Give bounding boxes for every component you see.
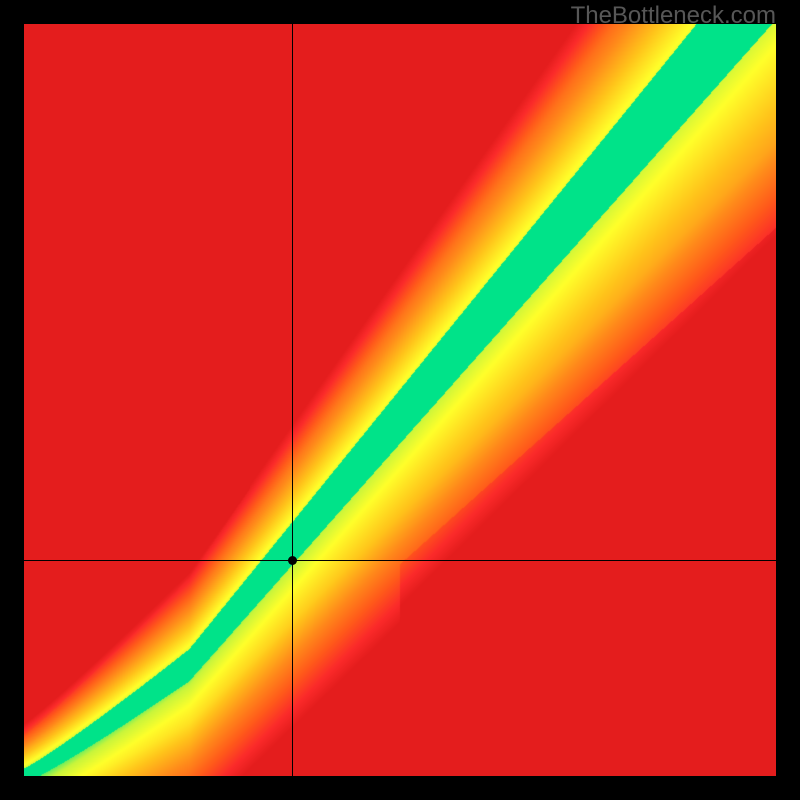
- crosshair-horizontal: [24, 560, 776, 561]
- crosshair-vertical: [292, 24, 293, 776]
- bottleneck-heatmap: [24, 24, 776, 776]
- watermark-text: TheBottleneck.com: [571, 2, 776, 30]
